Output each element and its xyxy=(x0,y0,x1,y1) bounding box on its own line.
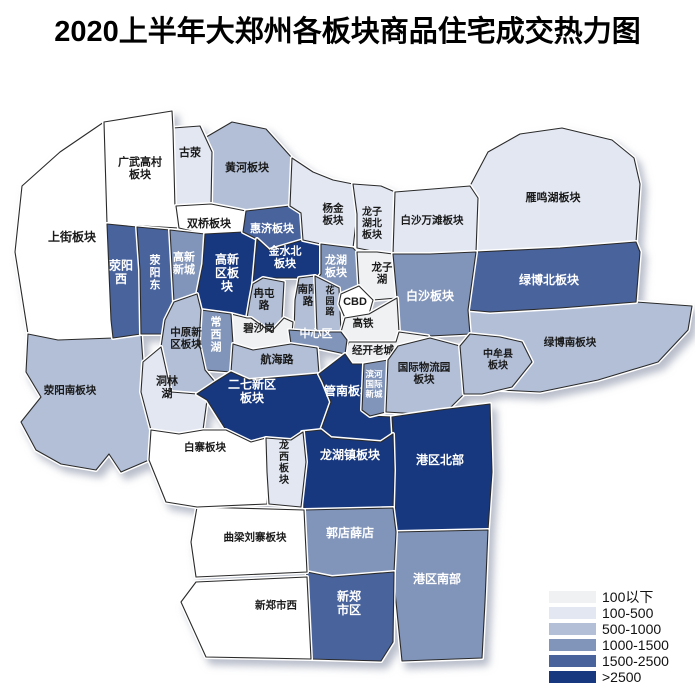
region-shape-quliang xyxy=(190,506,308,578)
region-lvbobei: 绿博北板块 xyxy=(466,240,642,314)
region-binhe: 滨河国际新城 xyxy=(360,358,390,418)
region-guangwu: 广武高村板块 xyxy=(102,109,181,230)
legend-row-1000-1500: 1000-1500 xyxy=(549,637,669,653)
legend-row-100-500: 100-500 xyxy=(549,605,654,621)
region-shape-longzihubei xyxy=(352,183,396,255)
legend-label: 1000-1500 xyxy=(602,637,669,653)
legend-swatch xyxy=(549,623,596,635)
legend-swatch xyxy=(549,639,596,651)
region-gangqubei: 港区北部 xyxy=(390,402,494,534)
map-legend: 100以下100-500500-10001000-15001500-2500>2… xyxy=(549,589,669,685)
region-xinzhengshiqu: 新郑市区 xyxy=(302,570,396,663)
legend-swatch xyxy=(549,655,596,667)
region-gangqunan: 港区南部 xyxy=(392,528,490,663)
region-longhuzhen: 龙湖镇板块 xyxy=(299,428,396,512)
legend-swatch xyxy=(549,591,596,603)
map-regions-layer: 雁鸣湖板块绿博南板块黄河板块古荥上街板块广武高村板块双桥板块荥阳南板块荥阳西荥阳… xyxy=(13,109,694,663)
region-shape-shuangqiao xyxy=(175,203,247,235)
legend-label: 100-500 xyxy=(602,605,654,621)
region-shuangqiao: 双桥板块 xyxy=(174,202,248,236)
legend-row-100以下: 100以下 xyxy=(549,589,653,605)
region-xinzhengxi: 新郑市西 xyxy=(179,575,313,661)
region-shape-baishawantan xyxy=(392,185,479,255)
legend-label: 100以下 xyxy=(602,589,653,605)
region-shape-binhe xyxy=(361,359,389,417)
region-shape-xinzhengshiqu xyxy=(303,571,395,662)
legend-label: >2500 xyxy=(602,669,642,685)
region-longzihubei: 龙子湖北板块 xyxy=(351,182,397,256)
region-xingyangnan: 荥阳南板块 xyxy=(19,332,153,474)
region-shape-gangqunan xyxy=(393,529,489,662)
legend-row-500-1000: 500-1000 xyxy=(549,621,661,637)
region-guodian: 郭店薛店 xyxy=(299,506,398,579)
region-shape-lvbobei xyxy=(467,241,641,313)
region-shape-zhongmou xyxy=(459,333,533,395)
region-hanghailu: 航海路 xyxy=(229,342,321,382)
region-shape-shangjie xyxy=(14,121,114,341)
legend-row-1500-2500: 1500-2500 xyxy=(549,653,669,669)
region-guying: 古荥 xyxy=(171,124,214,208)
legend-swatch xyxy=(549,671,596,683)
legend-row->2500: >2500 xyxy=(549,669,642,685)
region-baishawantan: 白沙万滩板块 xyxy=(391,184,480,256)
page-title: 2020上半年大郑州各板块商品住宅成交热力图 xyxy=(54,16,641,48)
legend-swatch xyxy=(549,607,596,619)
region-erqixinqu: 二七新区板块 xyxy=(195,370,333,444)
region-baisha: 白沙板块 xyxy=(391,250,478,338)
region-shape-guodian xyxy=(300,507,397,578)
region-yanminghu: 雁鸣湖板块 xyxy=(468,126,642,254)
region-baizhai: 白寨板块 xyxy=(147,428,271,509)
region-shape-guangwu xyxy=(103,110,180,229)
region-shape-longxi xyxy=(265,431,307,508)
region-shape-baizhai xyxy=(148,429,270,508)
region-shape-baisha xyxy=(392,251,477,337)
region-shangjie: 上街板块 xyxy=(13,120,115,342)
region-shape-longhuzhen xyxy=(300,429,395,511)
region-shape-xinzhengxi xyxy=(180,576,312,660)
region-xingyangxi: 荥阳西 xyxy=(105,222,143,340)
legend-label: 1500-2500 xyxy=(602,653,669,669)
region-shape-xingyangnan xyxy=(20,333,152,473)
region-longxi: 龙西板块 xyxy=(264,430,308,509)
region-shape-guojiwuliu xyxy=(385,337,465,415)
legend-label: 500-1000 xyxy=(602,621,661,637)
region-shape-xingyangxi xyxy=(106,223,142,339)
region-guojiwuliu: 国际物流园板块 xyxy=(384,336,466,416)
region-quliang: 曲梁刘寨板块 xyxy=(189,505,309,579)
region-shape-gangqubei xyxy=(391,403,493,533)
region-guannan: 管南板块 xyxy=(317,352,395,444)
